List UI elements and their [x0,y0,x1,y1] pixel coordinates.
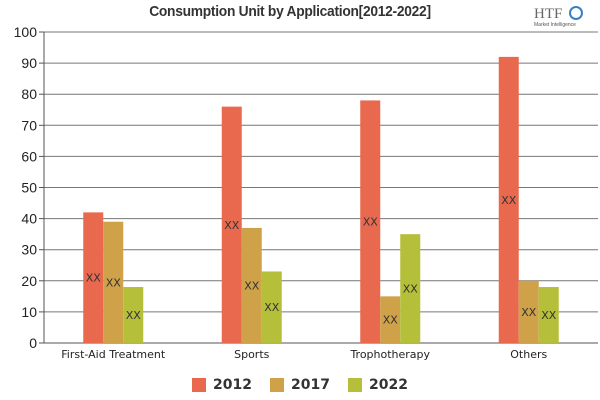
legend-item[interactable]: 2017 [270,377,330,393]
x-tick-label: Trophotherapy [349,348,430,361]
x-tick-label: Sports [234,348,270,361]
bar-2017 [103,221,124,343]
svg-text:Market Intelligence: Market Intelligence [534,22,576,28]
x-tick-label: First-Aid Treatment [61,348,166,361]
y-tick-label: 30 [21,242,37,258]
svg-text:HTF: HTF [534,6,562,22]
bar-2022 [123,287,144,343]
legend-label: 2017 [291,377,330,393]
data-label: XX [244,279,260,292]
legend-label: 2012 [213,377,253,393]
y-tick-label: 90 [21,55,37,71]
data-label: XX [86,272,102,285]
data-label: XX [501,194,517,207]
data-label: XX [363,216,379,229]
y-tick-label: 60 [21,148,37,164]
y-tick-label: 20 [21,273,37,289]
bar-2022 [261,271,282,343]
data-label: XX [224,219,240,232]
chart-title: Consumption Unit by Application[2012-202… [149,3,431,20]
legend-swatch [347,378,362,392]
legend-item[interactable]: 2012 [192,377,252,393]
data-label: XX [403,283,419,296]
legend-swatch [270,378,285,392]
bar-2012 [360,100,381,343]
bar-2022 [538,287,559,343]
x-tick-label: Others [510,348,547,361]
y-tick-label: 40 [21,211,37,227]
y-tick-label: 80 [21,86,37,102]
data-label: XX [383,314,399,327]
legend-swatch [192,378,207,392]
htf-logo: HTF Market Intelligence [532,2,592,28]
bar-2022 [400,234,421,343]
bar-2017 [241,227,262,343]
bar-chart: 0 10 20 30 40 50 60 70 80 90 100 First-Aid Treatmen… [14,24,598,361]
bar-2017 [380,296,401,343]
legend-item[interactable]: 2022 [347,377,408,393]
data-label: XX [106,276,122,289]
data-label: XX [264,301,280,314]
bar-2017 [518,280,539,343]
bar-2012 [83,212,104,343]
y-tick-label: 70 [21,117,37,133]
y-tick-label: 50 [21,180,37,196]
y-tick-label: 100 [14,24,38,40]
y-tick-label: 0 [29,335,37,351]
y-tick-label: 10 [21,304,37,320]
bar-2012 [221,106,242,343]
data-label: XX [126,309,142,322]
bar-2012 [498,56,519,343]
legend-label: 2022 [368,377,408,393]
data-label: XX [541,309,557,322]
legend: 2012 2017 2022 [0,377,600,393]
data-label: XX [521,306,537,319]
